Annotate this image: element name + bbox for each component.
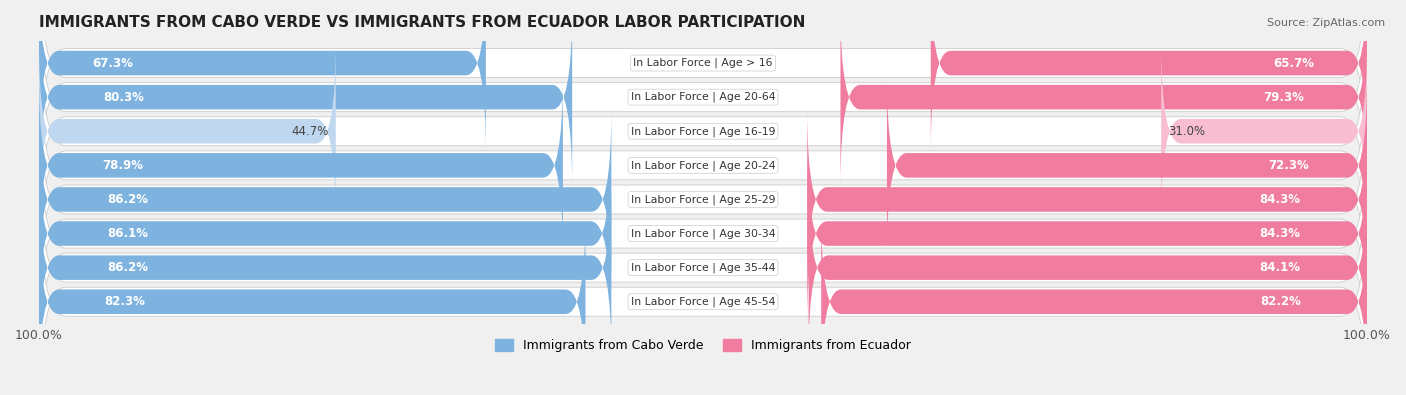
FancyBboxPatch shape	[39, 75, 562, 256]
Text: Source: ZipAtlas.com: Source: ZipAtlas.com	[1267, 18, 1385, 28]
Text: 86.2%: 86.2%	[108, 261, 149, 274]
FancyBboxPatch shape	[39, 109, 612, 290]
FancyBboxPatch shape	[807, 109, 1367, 290]
Text: In Labor Force | Age 25-29: In Labor Force | Age 25-29	[631, 194, 775, 205]
FancyBboxPatch shape	[39, 178, 612, 358]
Text: 86.1%: 86.1%	[107, 227, 149, 240]
FancyBboxPatch shape	[39, 9, 1367, 253]
Text: 80.3%: 80.3%	[103, 91, 143, 103]
FancyBboxPatch shape	[39, 143, 610, 324]
Text: 44.7%: 44.7%	[292, 125, 329, 138]
FancyBboxPatch shape	[1161, 41, 1367, 221]
Text: 72.3%: 72.3%	[1268, 159, 1309, 172]
Text: 82.3%: 82.3%	[104, 295, 145, 308]
Text: In Labor Force | Age 20-64: In Labor Force | Age 20-64	[631, 92, 775, 102]
Text: 86.2%: 86.2%	[108, 193, 149, 206]
Text: 84.3%: 84.3%	[1258, 193, 1301, 206]
FancyBboxPatch shape	[39, 0, 1367, 185]
FancyBboxPatch shape	[39, 112, 1367, 356]
FancyBboxPatch shape	[821, 212, 1367, 392]
FancyBboxPatch shape	[39, 43, 1367, 287]
Text: 31.0%: 31.0%	[1168, 125, 1205, 138]
FancyBboxPatch shape	[39, 212, 585, 392]
Text: In Labor Force | Age 45-54: In Labor Force | Age 45-54	[631, 297, 775, 307]
Text: IMMIGRANTS FROM CABO VERDE VS IMMIGRANTS FROM ECUADOR LABOR PARTICIPATION: IMMIGRANTS FROM CABO VERDE VS IMMIGRANTS…	[39, 15, 806, 30]
Text: In Labor Force | Age > 16: In Labor Force | Age > 16	[633, 58, 773, 68]
Text: In Labor Force | Age 16-19: In Labor Force | Age 16-19	[631, 126, 775, 137]
Text: 84.1%: 84.1%	[1258, 261, 1301, 274]
FancyBboxPatch shape	[841, 7, 1367, 187]
FancyBboxPatch shape	[39, 0, 1367, 219]
FancyBboxPatch shape	[39, 146, 1367, 389]
FancyBboxPatch shape	[39, 41, 336, 221]
Text: 84.3%: 84.3%	[1258, 227, 1301, 240]
FancyBboxPatch shape	[39, 180, 1367, 395]
FancyBboxPatch shape	[39, 77, 1367, 322]
FancyBboxPatch shape	[931, 0, 1367, 153]
FancyBboxPatch shape	[39, 7, 572, 187]
Text: 78.9%: 78.9%	[101, 159, 143, 172]
Legend: Immigrants from Cabo Verde, Immigrants from Ecuador: Immigrants from Cabo Verde, Immigrants f…	[489, 334, 917, 357]
Text: 82.2%: 82.2%	[1261, 295, 1302, 308]
FancyBboxPatch shape	[807, 143, 1367, 324]
Text: In Labor Force | Age 35-44: In Labor Force | Age 35-44	[631, 262, 775, 273]
Text: 65.7%: 65.7%	[1274, 56, 1315, 70]
FancyBboxPatch shape	[808, 178, 1367, 358]
FancyBboxPatch shape	[887, 75, 1367, 256]
Text: 67.3%: 67.3%	[93, 56, 134, 70]
Text: In Labor Force | Age 30-34: In Labor Force | Age 30-34	[631, 228, 775, 239]
Text: 79.3%: 79.3%	[1263, 91, 1303, 103]
Text: In Labor Force | Age 20-24: In Labor Force | Age 20-24	[631, 160, 775, 171]
FancyBboxPatch shape	[39, 0, 486, 153]
